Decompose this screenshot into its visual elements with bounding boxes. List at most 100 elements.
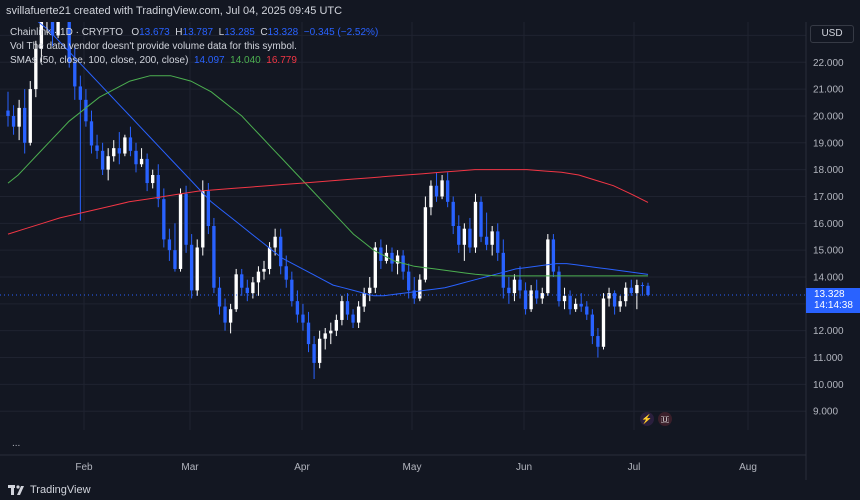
us-flag-icon[interactable]: 🇺: [658, 412, 672, 426]
candle-body: [618, 301, 622, 307]
candle-body: [429, 185, 433, 208]
candle-body: [590, 314, 595, 337]
x-tick-label: Mar: [181, 462, 199, 473]
candle-body: [368, 287, 372, 294]
candle-body: [362, 293, 366, 307]
candle-body: [295, 301, 300, 315]
candle-body: [373, 247, 377, 288]
candle-body: [112, 148, 116, 157]
candle-body: [128, 137, 133, 151]
candle-body: [95, 145, 99, 151]
price-chart[interactable]: 9.00010.00011.00012.00013.00014.00015.00…: [0, 0, 860, 480]
high-label: H: [175, 27, 183, 38]
chart-area[interactable]: 9.00010.00011.00012.00013.00014.00015.00…: [0, 0, 860, 480]
candle-body: [156, 175, 160, 200]
candle-body: [512, 279, 517, 294]
bar-countdown: 14:14:38: [814, 300, 853, 312]
candle-body: [317, 338, 322, 363]
sma50-value: 14.097: [193, 55, 225, 66]
candle-body: [490, 231, 494, 245]
candle-body: [78, 86, 83, 100]
last-price-tag: 13.328 14:14:38: [806, 288, 860, 314]
candle-body: [501, 252, 505, 288]
candle-body: [178, 193, 183, 269]
open-value: 13.673: [139, 27, 170, 38]
candle-body: [395, 255, 400, 264]
candle-body: [546, 239, 550, 294]
top-bar: svillafuerte21 created with TradingView.…: [0, 0, 860, 22]
candle-body: [529, 290, 533, 310]
candle-body: [184, 193, 188, 245]
candle-body: [573, 303, 578, 310]
candle-body: [73, 62, 77, 87]
y-tick-label: 9.000: [813, 407, 838, 418]
y-tick-label: 11.000: [813, 353, 843, 364]
candle-body: [635, 285, 639, 294]
candle-body: [34, 48, 38, 90]
candle-body: [390, 252, 394, 264]
symbol-label[interactable]: Chainlink · 1D · CRYPTO: [10, 27, 123, 38]
candle-body: [195, 247, 199, 291]
candle-body: [290, 279, 294, 302]
low-value: 13.285: [224, 27, 255, 38]
y-tick-label: 17.000: [813, 192, 844, 203]
candle-body: [568, 295, 572, 310]
candle-body: [562, 295, 567, 302]
last-price-value: 13.328: [814, 289, 845, 301]
lightning-icon[interactable]: ⚡: [640, 412, 654, 426]
close-label: C: [260, 27, 268, 38]
candle-body: [279, 236, 283, 267]
y-tick-label: 10.000: [813, 380, 844, 391]
candle-body: [117, 148, 121, 154]
candle-body: [67, 5, 71, 63]
candle-body: [6, 110, 10, 116]
y-tick-label: 14.000: [813, 273, 844, 284]
candle-body: [407, 271, 411, 291]
footer: [0, 480, 860, 500]
candle-body: [301, 314, 305, 323]
y-tick-label: 19.000: [813, 138, 844, 149]
sma-line-50: [7, 2, 649, 297]
x-tick-label: Jun: [516, 462, 532, 473]
candle-body: [479, 201, 483, 237]
candle-body: [356, 306, 361, 323]
change-value: −0.345 (−2.52%): [303, 27, 379, 38]
candle-body: [434, 185, 439, 197]
candle-body: [284, 266, 288, 280]
x-tick-label: Jul: [628, 462, 641, 473]
candle-body: [162, 199, 166, 240]
candle-body: [329, 330, 333, 334]
candle-body: [217, 287, 222, 307]
tradingview-logo-icon: [8, 485, 24, 495]
candle-body: [612, 293, 617, 307]
currency-button[interactable]: USD: [810, 25, 854, 43]
ohlc-row: Chainlink · 1D · CRYPTO O13.673 H13.787 …: [10, 26, 378, 40]
candle-body: [557, 271, 561, 302]
brand-name: TradingView: [30, 484, 91, 496]
y-tick-label: 15.000: [813, 246, 844, 257]
close-value: 13.328: [267, 27, 299, 38]
created-by-text: svillafuerte21 created with TradingView.…: [6, 5, 343, 17]
candle-body: [412, 290, 416, 299]
sma-row[interactable]: SMAs (50, close, 100, close, 200, close)…: [10, 54, 378, 68]
more-dots[interactable]: ...: [12, 438, 21, 449]
candle-body: [245, 287, 249, 294]
candle-body: [173, 250, 177, 269]
candle-body: [607, 293, 611, 299]
candle-body: [629, 287, 633, 294]
candle-body: [84, 99, 88, 122]
sma-label[interactable]: SMAs (50, close, 100, close, 200, close): [10, 55, 189, 66]
candle-body: [267, 247, 272, 269]
candle-body: [451, 201, 455, 226]
candle-body: [551, 239, 556, 272]
candle-body: [17, 107, 21, 127]
y-tick-label: 20.000: [813, 111, 844, 122]
tradingview-brand[interactable]: TradingView: [8, 484, 91, 496]
candle-body: [273, 236, 277, 248]
candle-body: [106, 156, 110, 170]
candle-body: [145, 158, 149, 184]
candle-body: [457, 226, 461, 245]
candle-body: [28, 89, 32, 143]
candle-body: [11, 115, 16, 127]
y-tick-label: 21.000: [813, 85, 844, 96]
